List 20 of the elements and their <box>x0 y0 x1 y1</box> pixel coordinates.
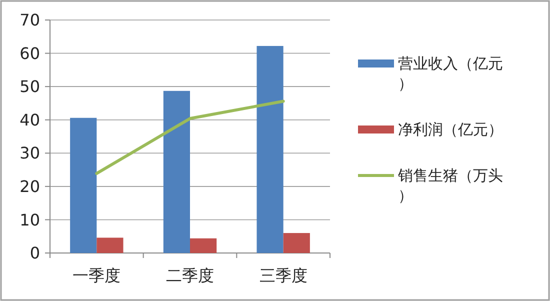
x-tick-label: 三季度 <box>259 266 308 285</box>
bar <box>96 238 124 253</box>
y-tick-label: 10 <box>20 210 40 230</box>
y-tick-label: 60 <box>20 44 40 63</box>
legend-label: 营业收入（亿元） <box>398 54 503 92</box>
y-tick-label: 70 <box>20 10 40 30</box>
bar <box>163 90 190 253</box>
y-tick-label: 20 <box>20 177 40 196</box>
y-tick-label: 50 <box>20 77 40 96</box>
bar <box>70 118 97 253</box>
y-tick-label: 0 <box>30 244 40 263</box>
bar <box>190 238 217 253</box>
bar <box>283 233 310 253</box>
legend-label: 销售生猪（万头） <box>397 166 503 204</box>
x-tick-label: 二季度 <box>166 266 214 285</box>
x-tick-label: 一季度 <box>72 266 121 285</box>
bar <box>256 46 284 253</box>
y-tick-label: 30 <box>20 144 40 163</box>
y-tick-label: 40 <box>20 110 40 130</box>
legend-label: 净利润（亿元） <box>398 120 503 138</box>
